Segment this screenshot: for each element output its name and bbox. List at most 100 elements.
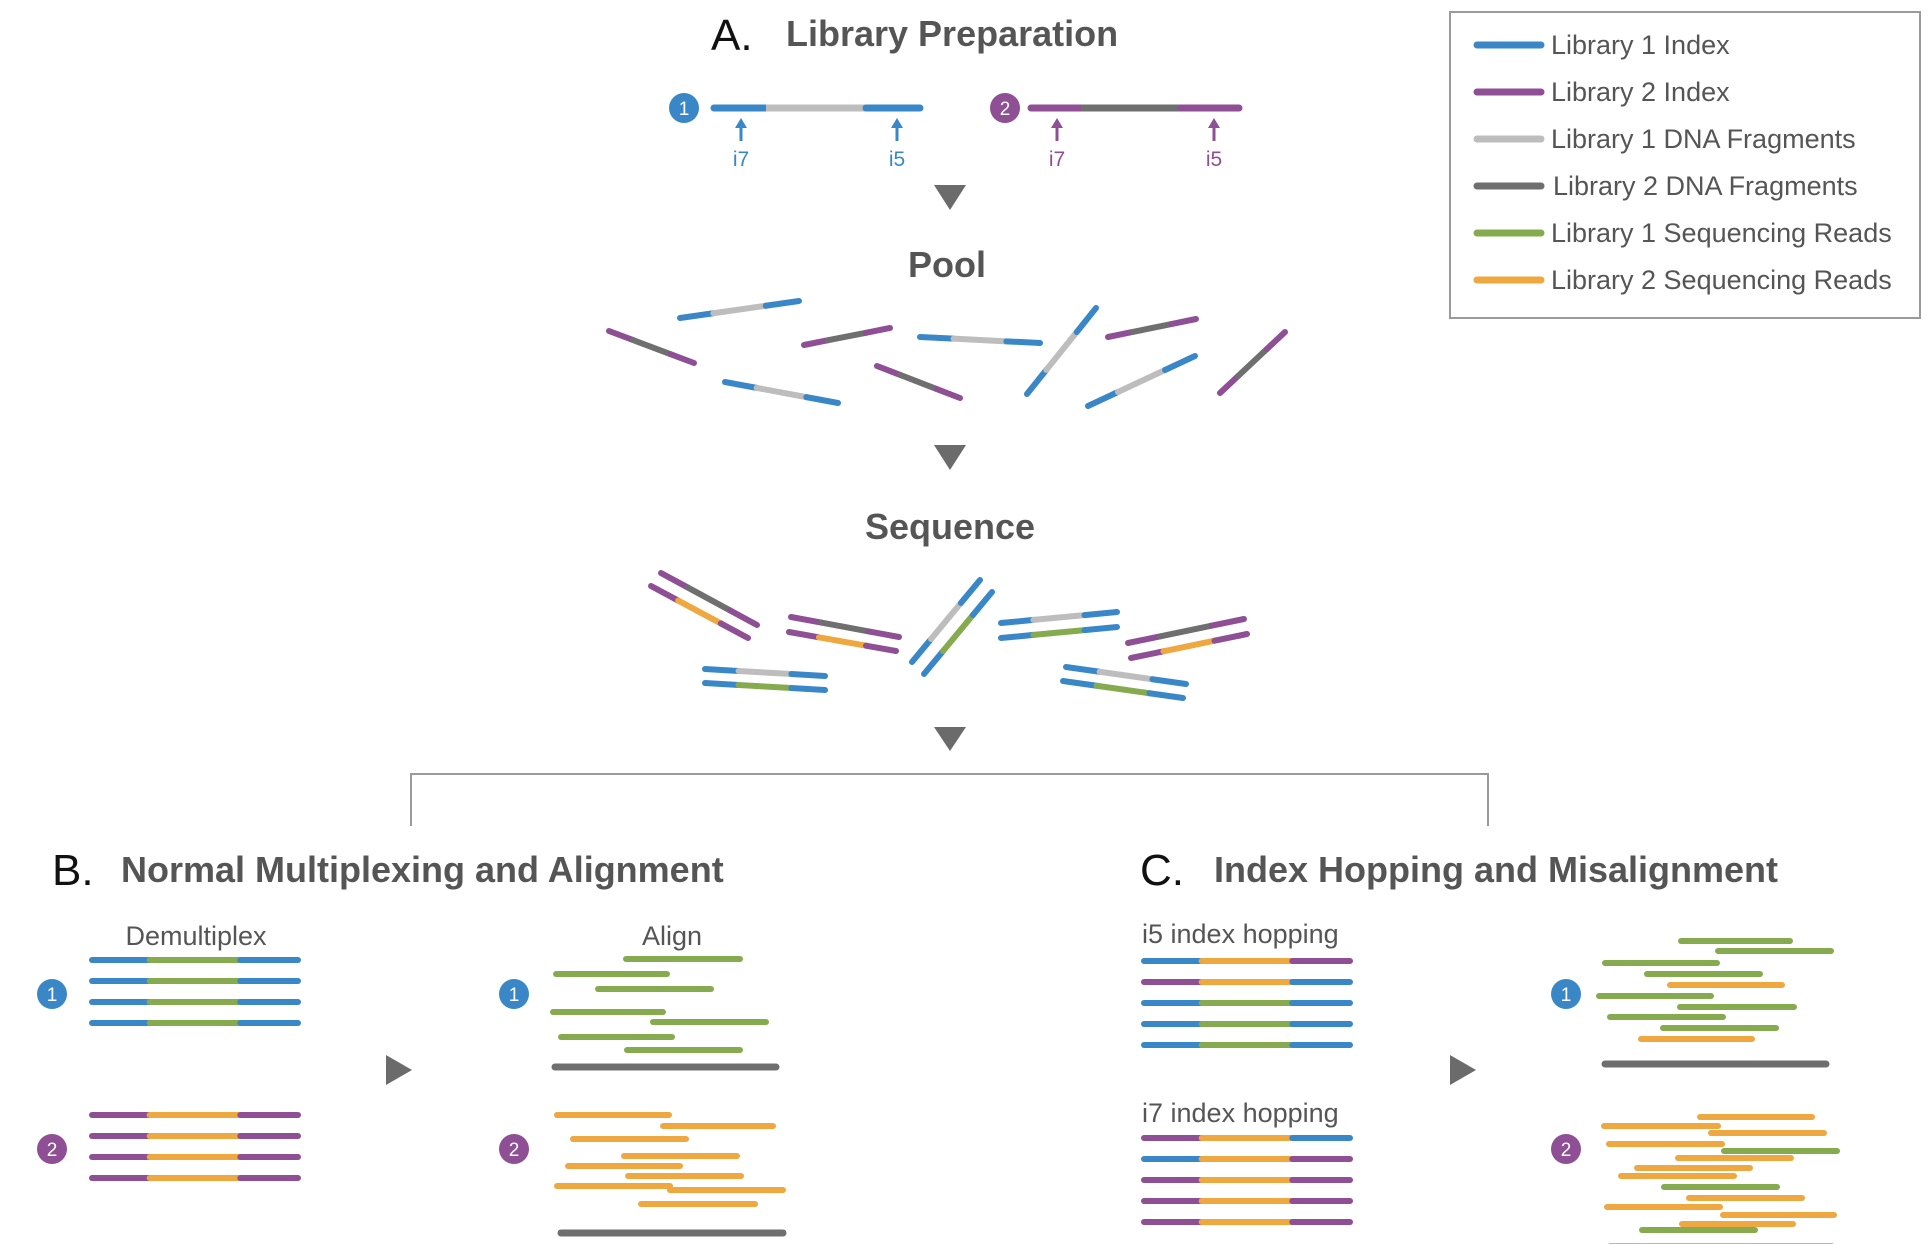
sequence-strand-insert [684, 584, 734, 614]
legend-label-lib2-fragments: Library 2 DNA Fragments [1553, 171, 1858, 201]
down-arrow-icon [934, 727, 966, 751]
section-c-library-1-badge [1551, 979, 1581, 1009]
pool-fragment-insert [1235, 346, 1270, 379]
sequence-strand-index [702, 666, 742, 674]
section-b: B. Normal Multiplexing and Alignment Dem… [37, 846, 787, 1237]
sequence-strand-index [1211, 631, 1250, 644]
pool-label: Pool [908, 244, 986, 285]
section-c-library-2-badge [1551, 1134, 1581, 1164]
legend-label-lib2-index: Library 2 Index [1551, 77, 1730, 107]
section-b-align-library-1-badge [499, 979, 529, 1009]
section-b-title: Normal Multiplexing and Alignment [121, 849, 724, 890]
pool-fragment-index [1217, 372, 1242, 396]
pool-fragment-index [1168, 316, 1199, 328]
sequence-strand-insert [1030, 612, 1088, 623]
library-1-badge-number: 1 [679, 99, 690, 120]
sequence-strand-index [1081, 624, 1120, 634]
sequence-strand-index [1146, 690, 1186, 701]
pool-fragment-insert [897, 371, 940, 393]
pool-fragment-insert [950, 335, 1010, 345]
legend-label-lib1-index: Library 1 Index [1551, 30, 1730, 60]
sequence-strand-index [788, 685, 828, 693]
library-1-i5-arrow-icon [891, 118, 903, 128]
branch-bracket [410, 773, 1489, 826]
section-c-library-2-badge-number: 2 [1561, 1140, 1572, 1161]
sequence-strand-insert [1157, 622, 1215, 640]
section-b-library-2-badge [37, 1134, 67, 1164]
sequence-strand-index [717, 620, 751, 641]
legend: Library 1 Index Library 2 Index Library … [1449, 11, 1921, 319]
pool-fragment-index [862, 325, 893, 336]
pool-fragment-index [722, 379, 760, 391]
i5-hopping-label: i5 index hopping [1142, 919, 1339, 949]
misaligned-reads [1596, 938, 1840, 1244]
section-a-letter: A. [711, 11, 753, 60]
sequence-strand-index [727, 607, 760, 628]
legend-swatches [1473, 41, 1545, 284]
section-c-library-1-badge-number: 1 [1561, 985, 1572, 1006]
pool-fragments [606, 298, 1288, 409]
align-label: Align [642, 921, 702, 951]
pool-fragment-index [1105, 328, 1136, 340]
library-2-badge-number: 2 [1000, 99, 1011, 120]
sequence-fragments [648, 570, 1250, 701]
sequence-strand-index [998, 616, 1037, 626]
sequence-strand-index [1149, 676, 1189, 687]
demultiplex-label: Demultiplex [125, 921, 267, 951]
right-arrow-icon [1450, 1055, 1476, 1085]
sequence-strand-index [969, 589, 995, 618]
pool-fragment-index [1073, 305, 1099, 336]
demultiplexed-reads [89, 957, 301, 1181]
hopped-reads [1141, 958, 1353, 1225]
sequence-strand-index [957, 577, 983, 606]
sequence-strand-insert [818, 619, 872, 635]
sequence-strand-insert [675, 597, 724, 627]
pool-fragment-index [917, 334, 957, 342]
legend-label-lib1-fragments: Library 1 DNA Fragments [1551, 124, 1856, 154]
legend-label-lib2-reads: Library 2 Sequencing Reads [1551, 265, 1892, 295]
sequence-strand-index [702, 680, 742, 688]
pool-fragment-insert [1114, 367, 1169, 395]
pool-fragment-index [933, 386, 963, 401]
sequence-strand-insert [1096, 668, 1156, 683]
pool-fragment-index [677, 310, 717, 321]
sequence-strand-index [788, 671, 828, 679]
sequence-strand-insert [815, 634, 870, 649]
sequence-strand-insert [928, 599, 964, 643]
pool-fragment-insert [825, 329, 869, 344]
sequence-strand-insert [735, 667, 795, 678]
sequence-strand-index [658, 570, 691, 591]
aligned-reads [550, 956, 787, 1237]
pool-fragment-index [1024, 366, 1050, 397]
library-2-construct: 2 i7 i5 [990, 93, 1243, 171]
pool-fragment-index [762, 298, 802, 309]
pool-fragment-insert [629, 336, 674, 358]
pool-fragment-insert [753, 384, 810, 401]
pool-fragment-index [1263, 329, 1288, 353]
sequence-strand-insert [1093, 682, 1153, 697]
sequence-label: Sequence [865, 506, 1035, 547]
sequence-strand-index [998, 631, 1037, 641]
legend-label-lib1-reads: Library 1 Sequencing Reads [1551, 218, 1892, 248]
pool-fragment-insert [1129, 321, 1175, 335]
section-c: C. Index Hopping and Misalignment i5 ind… [1140, 846, 1840, 1244]
pool-fragment-index [803, 394, 841, 406]
library-1-i5-label: i5 [889, 148, 905, 171]
sequence-strand-index [1063, 664, 1103, 675]
sequence-strand-index [786, 629, 822, 641]
sequence-strand-insert [1030, 627, 1088, 638]
section-a: A. Library Preparation 1 i7 i5 2 i7 [410, 11, 1489, 826]
library-1-construct: 1 i7 i5 [669, 93, 924, 171]
i7-hopping-label: i7 index hopping [1142, 1098, 1339, 1128]
pool-fragment-index [801, 337, 832, 348]
section-b-align-library-2-badge [499, 1134, 529, 1164]
sequence-strand-index [1081, 609, 1120, 619]
legend-box [1449, 11, 1921, 319]
sequence-strand-insert [735, 681, 795, 692]
sequence-strand-insert [940, 611, 976, 655]
down-arrow-icon [934, 185, 966, 210]
sequence-strand-index [863, 642, 899, 654]
section-b-letter: B. [52, 846, 94, 895]
pool-fragment-index [1085, 389, 1121, 409]
